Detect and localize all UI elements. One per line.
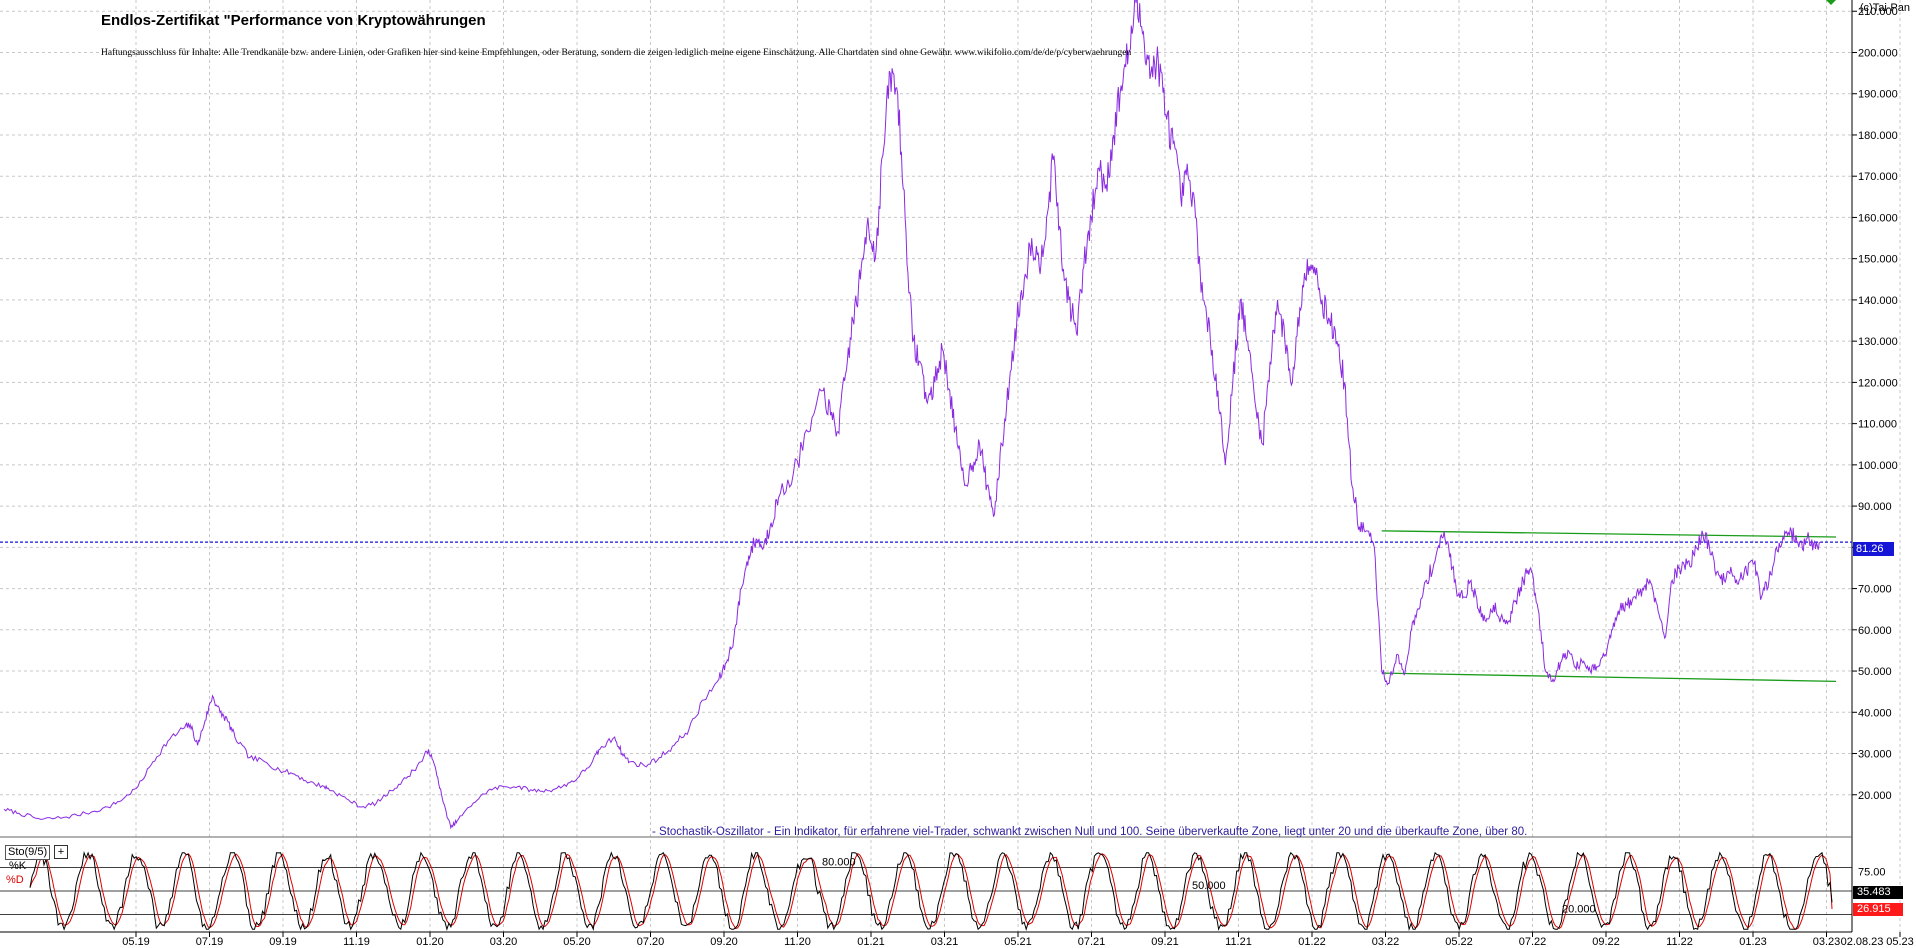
x-tick-label: 03.22 (1372, 936, 1400, 948)
trend-line-lower (1381, 672, 1837, 683)
y-tick-label: 190.000 (1858, 89, 1898, 101)
y-tick-label: 30.000 (1858, 749, 1892, 761)
plus-icon[interactable]: + (54, 845, 68, 859)
x-tick-label: 11.20 (784, 936, 811, 948)
stochastic-k-line (29, 851, 1833, 932)
x-tick-label: 11.19 (343, 936, 370, 948)
x-tick-label: 01.23 (1739, 936, 1767, 948)
x-tick-label: 05.21 (1004, 936, 1032, 948)
x-tick-label: 05.20 (563, 936, 591, 948)
copyright-label: (c)Tai-Pan (1859, 2, 1910, 14)
main-y-axis: 20.00030.00040.00050.00060.00070.00080.0… (1852, 6, 1898, 802)
x-tick-label: 03.23 (1813, 936, 1841, 948)
stochastic-level-label: 50.000 (1192, 880, 1226, 892)
x-tick-label: 11.22 (1666, 936, 1693, 948)
x-tick-label: 09.22 (1592, 936, 1620, 948)
x-tick-label: 05.19 (122, 936, 150, 948)
stochastic-indicator-label[interactable]: Sto(9/5) (5, 845, 51, 860)
trend-line-upper (1381, 530, 1837, 538)
y-tick-label: 100.000 (1858, 460, 1898, 472)
d-legend-label: %D (6, 874, 24, 886)
last-price-badge: 81.26 (1853, 542, 1894, 556)
y-tick-label: 150.000 (1858, 254, 1898, 266)
x-tick-label: 01.22 (1298, 936, 1326, 948)
stochastic-level-label: 20.000 (1562, 903, 1596, 915)
x-tick-label: 09.19 (269, 936, 297, 948)
price-line (3, 0, 1822, 830)
k-legend-label: %K (9, 860, 27, 872)
x-tick-label: 03.20 (490, 936, 518, 948)
y-tick-label: 40.000 (1858, 707, 1892, 719)
chart-title: Endlos-Zertifikat "Performance von Krypt… (101, 12, 486, 29)
x-tick-label: 02.08.23 (1841, 936, 1884, 948)
x-tick-label: 07.22 (1519, 936, 1547, 948)
y-tick-label: 130.000 (1858, 336, 1898, 348)
x-tick-label: 09.20 (710, 936, 738, 948)
k-value-badge: 35.483 (1853, 886, 1903, 899)
y-tick-label: 160.000 (1858, 212, 1898, 224)
y-tick-label: 170.000 (1858, 171, 1898, 183)
x-tick-label: 01.21 (857, 936, 885, 948)
y-tick-label: 20.000 (1858, 790, 1892, 802)
y-tick-label: 210.000 (1858, 6, 1898, 18)
d-value-badge: 26.915 (1853, 903, 1903, 916)
stochastic-level-labels: 80.000 50.000 20.000 (822, 857, 1596, 916)
x-tick-label: 07.21 (1078, 936, 1106, 948)
x-tick-label: 05.23 (1886, 936, 1914, 948)
x-tick-label: 03.21 (931, 936, 959, 948)
y-tick-label: 120.000 (1858, 377, 1898, 389)
trend-channel (1381, 530, 1837, 683)
y-tick-label: 110.000 (1858, 419, 1897, 431)
y-tick-label: 180.000 (1858, 130, 1898, 142)
stochastic-level-label: 80.000 (822, 857, 856, 869)
stochastic-series (29, 851, 1833, 932)
x-tick-label: 11.21 (1225, 936, 1252, 948)
triangle-marker-icon (1826, 0, 1836, 5)
y-tick-label: 140.000 (1858, 295, 1898, 307)
x-tick-label: 01.20 (416, 936, 444, 948)
price-series (3, 0, 1822, 830)
x-tick-label: 07.20 (637, 936, 665, 948)
x-tick-label: 07.19 (196, 936, 224, 948)
stochastic-y-tick-label: 75.00 (1858, 867, 1886, 879)
y-tick-label: 60.000 (1858, 625, 1892, 637)
x-tick-label: 05.22 (1445, 936, 1473, 948)
chart-disclaimer: Haftungsausschluss für Inhalte: Alle Tre… (101, 48, 1132, 58)
x-axis: 05.19 07.19 09.19 11.19 01.20 03.20 05.20 07.20… (122, 932, 1914, 948)
stochastic-description: - Stochastik-Oszillator - Ein Indikator,… (652, 826, 1528, 838)
y-tick-label: 70.000 (1858, 584, 1892, 596)
y-tick-label: 90.000 (1858, 501, 1892, 513)
y-tick-label: 200.000 (1858, 47, 1898, 59)
y-tick-label: 50.000 (1858, 666, 1892, 678)
x-tick-label: 09.21 (1151, 936, 1179, 948)
